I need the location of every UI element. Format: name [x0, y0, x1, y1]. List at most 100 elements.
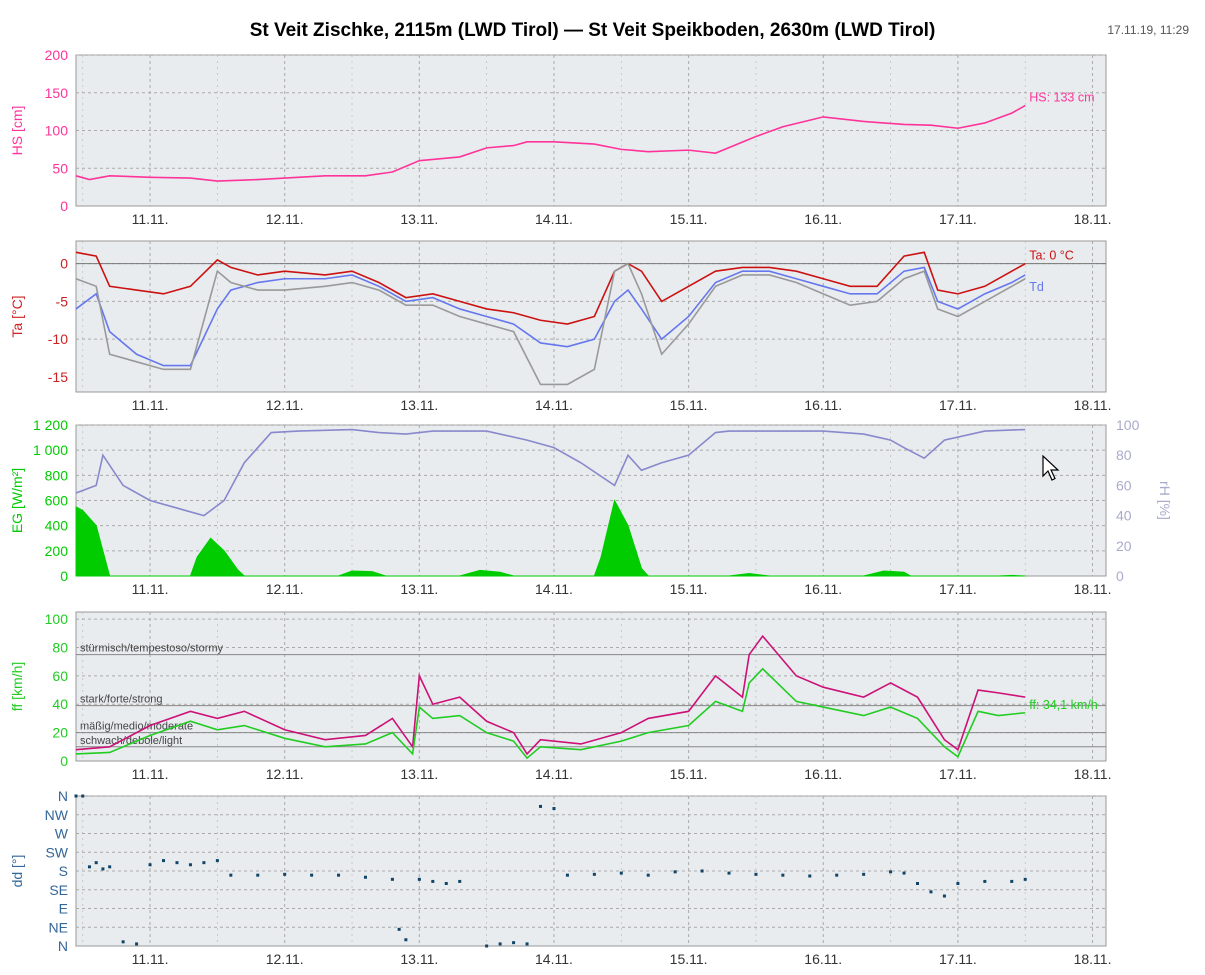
threshold-label: schwach/debole/light [80, 735, 182, 747]
y2-tick-label: 60 [1116, 477, 1132, 493]
x-tick-label: 18.11. [1074, 581, 1112, 597]
data-point [956, 882, 960, 885]
x-tick-label: 12.11. [266, 951, 304, 967]
data-point [108, 865, 112, 869]
chart-title: St Veit Zischke, 2115m (LWD Tirol) — St … [249, 20, 936, 41]
data-point [337, 873, 341, 877]
data-point [101, 867, 105, 871]
y-tick-label: 50 [52, 160, 68, 176]
y-tick-label: 100 [45, 611, 69, 627]
y-tick-label: 0 [60, 568, 68, 584]
y-tick-label: 200 [45, 543, 69, 559]
y-tick-label: 200 [45, 47, 69, 63]
x-tick-label: 16.11. [804, 211, 842, 227]
panel-dd: 11.11. 12.11. 13.11. 14.11. 15.11. 16.11. 17.1… [9, 788, 1111, 967]
y-tick-label: 1 000 [33, 442, 68, 458]
data-point [592, 872, 596, 876]
y-tick-label: 400 [45, 518, 69, 534]
y-tick-label: E [59, 901, 68, 917]
data-point [458, 879, 462, 883]
data-point [700, 869, 704, 873]
x-tick-label: 13.11. [400, 766, 438, 782]
y-tick-label: 20 [52, 725, 68, 741]
threshold-label: stark/forte/strong [80, 694, 163, 706]
plot-area [75, 611, 1107, 762]
series-line-ff [75, 667, 1026, 760]
y-axis-label: EG [W/m²] [9, 468, 25, 533]
series-label: Td [1029, 280, 1044, 294]
x-tick-label: 14.11. [535, 581, 573, 597]
panel-ta: 11.11. 12.11. 13.11. 14.11. 15.11. 16.11. 17.1… [9, 240, 1111, 413]
data-point [81, 794, 85, 798]
data-point [363, 875, 367, 879]
series-line-Ta [75, 251, 1026, 325]
y-axis-label: HS [cm] [9, 106, 25, 156]
data-point [673, 870, 677, 874]
x-tick-label: 15.11. [670, 766, 708, 782]
data-point [565, 873, 569, 877]
y-tick-label: 150 [45, 85, 69, 101]
data-point [121, 940, 125, 944]
data-point [135, 942, 139, 946]
x-tick-label: 16.11. [804, 766, 842, 782]
x-tick-label: 14.11. [535, 766, 573, 782]
x-tick-label: 12.11. [266, 211, 304, 227]
y-tick-label: 0 [60, 753, 68, 769]
data-point [444, 882, 448, 885]
data-point [512, 941, 516, 945]
series-label: HS: 133 cm [1029, 91, 1094, 105]
panel-ff: 11.11. 12.11. 13.11. 14.11. 15.11. 16.11. 17.1… [9, 611, 1111, 782]
data-point [929, 890, 933, 894]
x-tick-label: 13.11. [400, 581, 438, 597]
y-tick-label: 600 [45, 493, 69, 509]
series-label: Ta: 0 °C [1029, 249, 1074, 263]
data-point [94, 861, 98, 865]
series-label: ff: 34,1 km/h [1029, 698, 1098, 712]
data-point [162, 859, 166, 863]
data-point [942, 894, 946, 898]
x-tick-label: 18.11. [1074, 766, 1112, 782]
data-point [525, 942, 529, 946]
plot-area [75, 54, 1107, 207]
x-tick-label: 17.11. [939, 397, 977, 413]
data-point [619, 871, 623, 875]
x-tick-label: 12.11. [266, 581, 304, 597]
x-tick-label: 13.11. [400, 211, 438, 227]
y-tick-label: SE [49, 882, 68, 898]
y-axis-label: Ta [°C] [9, 295, 25, 337]
series-area-EG [75, 499, 1026, 577]
panel-eg: 11.11. 12.11. 13.11. 14.11. 15.11. 16.11. 17.1… [9, 417, 1173, 597]
x-tick-label: 11.11. [132, 951, 169, 967]
plot-area [75, 240, 1107, 393]
x-tick-label: 15.11. [670, 397, 708, 413]
data-point [835, 873, 839, 877]
y-tick-label: 0 [60, 198, 68, 214]
x-tick-label: 11.11. [132, 211, 169, 227]
series-line-aux [75, 262, 1026, 386]
y2-tick-label: 0 [1116, 568, 1124, 584]
data-point [229, 873, 233, 877]
x-tick-label: 13.11. [400, 397, 438, 413]
y-tick-label: 80 [52, 639, 68, 655]
panel-hs: 11.11. 12.11. 13.11. 14.11. 15.11. 16.11. 17.1… [9, 47, 1111, 227]
y-tick-label: 60 [52, 668, 68, 684]
x-tick-label: 15.11. [670, 211, 708, 227]
timestamp: 17.11.19, 11:29 [1107, 23, 1189, 37]
x-tick-label: 11.11. [132, 581, 169, 597]
y-tick-label: -15 [48, 369, 68, 385]
data-point [148, 863, 152, 867]
x-tick-label: 17.11. [939, 211, 977, 227]
y-tick-label: N [58, 788, 68, 804]
data-point [781, 873, 785, 877]
data-point [754, 872, 758, 876]
x-tick-label: 17.11. [939, 951, 977, 967]
plot-area [75, 424, 1107, 577]
y-tick-label: S [59, 863, 68, 879]
data-point [727, 871, 731, 875]
series-line-Td [75, 266, 1026, 367]
x-tick-label: 14.11. [535, 397, 573, 413]
x-tick-label: 13.11. [400, 951, 438, 967]
y2-tick-label: 80 [1116, 447, 1132, 463]
data-point [485, 944, 489, 948]
